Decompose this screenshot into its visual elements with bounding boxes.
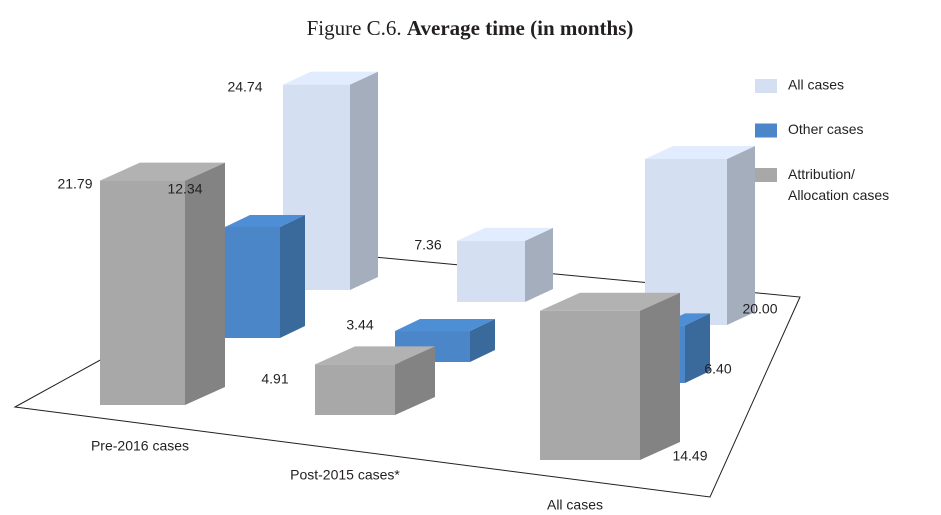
legend-label: All cases bbox=[788, 77, 844, 93]
value-label: 14.49 bbox=[672, 448, 707, 464]
bar-side bbox=[525, 227, 553, 302]
bar-front bbox=[457, 240, 525, 302]
value-label: 7.36 bbox=[414, 237, 441, 253]
bar-side bbox=[280, 214, 305, 338]
labels: 24.74 7.36 20.00 12.34 3.44 6.40 21.79 4.91 14.4… bbox=[57, 79, 777, 464]
bar-side bbox=[350, 71, 378, 291]
bar-side bbox=[640, 292, 680, 460]
value-label: 3.44 bbox=[346, 317, 373, 333]
bar-top bbox=[645, 146, 755, 159]
legend-label: Other cases bbox=[788, 121, 863, 137]
value-label: 20.00 bbox=[742, 301, 777, 317]
category-label: All cases bbox=[547, 497, 603, 513]
value-label: 24.74 bbox=[227, 79, 262, 95]
value-label: 4.91 bbox=[261, 371, 288, 387]
value-label: 21.79 bbox=[57, 176, 92, 192]
bar-top bbox=[283, 71, 378, 85]
bar bbox=[645, 146, 755, 325]
category-label: Post-2015 cases* bbox=[290, 467, 400, 483]
bar-side bbox=[470, 319, 495, 362]
bars bbox=[100, 71, 755, 460]
legend-swatch bbox=[755, 123, 777, 138]
bar-side bbox=[185, 162, 225, 405]
bar-front bbox=[225, 226, 280, 338]
value-label: 6.40 bbox=[704, 361, 731, 377]
legend-swatch bbox=[755, 79, 777, 93]
legend-swatch bbox=[755, 168, 777, 182]
bar-front bbox=[540, 310, 640, 460]
chart-title: Average time (in months) bbox=[407, 16, 633, 40]
chart-title-group: Figure C.6. Average time (in months) bbox=[307, 16, 634, 40]
bar bbox=[100, 162, 225, 405]
bar-top bbox=[457, 227, 553, 241]
bar-front bbox=[100, 180, 185, 405]
legend-line: Allocation cases bbox=[788, 187, 889, 203]
bar bbox=[225, 214, 305, 338]
bar-top bbox=[225, 214, 305, 227]
bar-front bbox=[315, 364, 395, 415]
bar bbox=[315, 346, 435, 415]
legend-line: Attribution/ bbox=[788, 166, 855, 182]
value-label: 12.34 bbox=[167, 181, 202, 197]
bar bbox=[540, 292, 680, 460]
bar-side bbox=[685, 313, 710, 383]
bar-top bbox=[100, 162, 225, 181]
category-label: Pre-2016 cases bbox=[91, 438, 189, 454]
legend-label: Attribution/Allocation cases bbox=[788, 166, 889, 203]
bar-side bbox=[727, 146, 755, 325]
bar-top bbox=[315, 346, 435, 365]
bar-top bbox=[395, 319, 495, 332]
title-prefix: Figure C.6. bbox=[307, 16, 402, 40]
bar bbox=[457, 227, 553, 302]
bar-top bbox=[540, 292, 680, 311]
bar-side bbox=[395, 346, 435, 415]
